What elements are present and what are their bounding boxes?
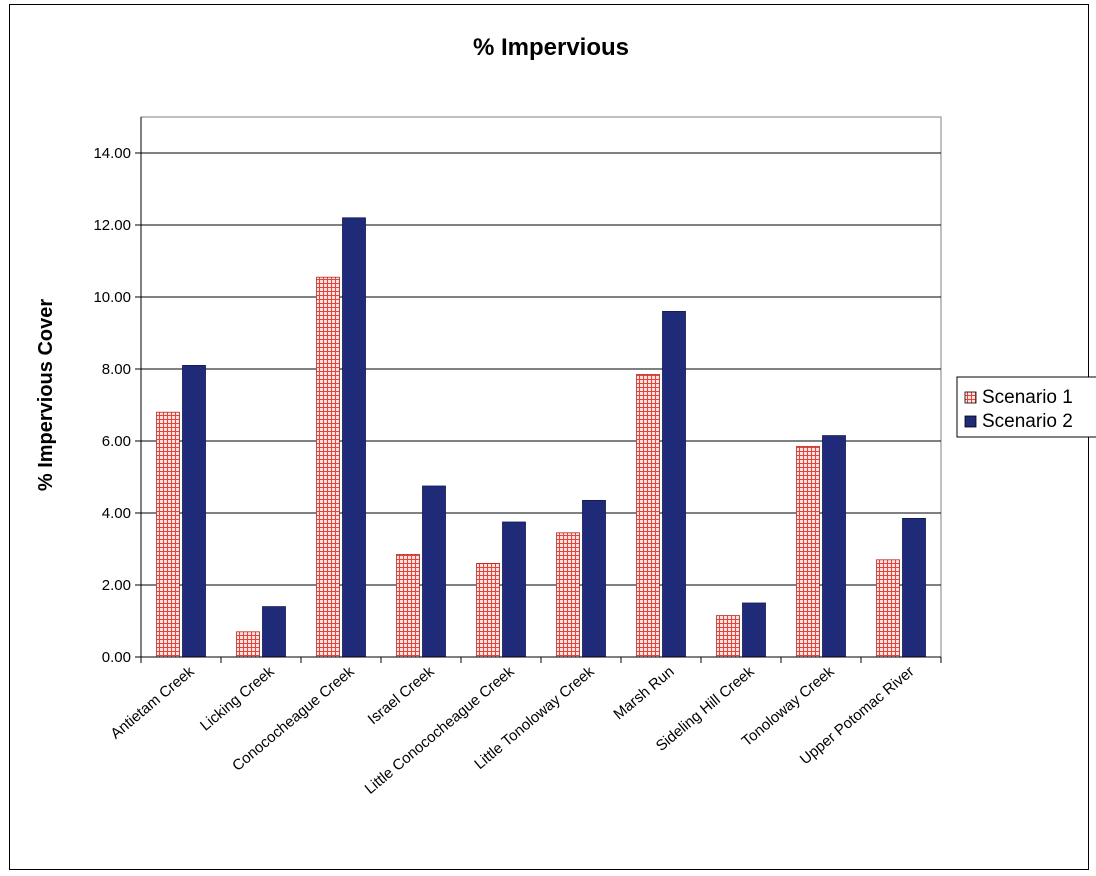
y-tick-label: 10.00 — [93, 289, 131, 306]
bar-scenario-1 — [156, 411, 180, 658]
bar-scenario-1 — [396, 554, 420, 658]
y-tick-label: 4.00 — [102, 505, 131, 522]
plot-area-border — [140, 116, 942, 658]
bar-scenario-2 — [182, 364, 206, 658]
chart-title: % Impervious — [473, 34, 629, 61]
bar-scenario-1 — [716, 615, 740, 658]
axes — [135, 117, 942, 663]
bar-scenario-2 — [822, 435, 846, 658]
y-tick-labels: 0.00 2.00 4.00 6.00 8.00 10.00 12.00 14.00 — [93, 145, 131, 666]
y-tick-label: 0.00 — [102, 649, 131, 666]
bar-scenario-2 — [422, 485, 446, 658]
bar-scenario-1 — [796, 445, 820, 658]
bar-scenario-2 — [902, 518, 926, 658]
x-tick-label: Marsh Run — [610, 663, 677, 723]
y-tick-label: 8.00 — [102, 361, 131, 378]
bar-scenario-2 — [262, 606, 286, 658]
bar-scenario-1 — [636, 373, 660, 658]
legend-label-scenario-2: Scenario 2 — [982, 411, 1073, 432]
bar-scenario-1 — [876, 559, 900, 658]
bar-scenario-1 — [476, 563, 500, 658]
x-tick-label: Antietam Creek — [107, 663, 197, 743]
legend-box — [956, 376, 1096, 438]
bar-scenario-2 — [582, 499, 606, 658]
gridlines — [140, 116, 942, 658]
bar-scenario-1 — [556, 532, 580, 658]
x-tick-labels: Antietam Creek Licking CreekConococheague… — [107, 663, 917, 798]
x-tick-label: Israel Creek — [365, 663, 438, 728]
legend: Scenario 1 Scenario 2 — [956, 376, 1096, 438]
bars — [156, 217, 926, 658]
bar-scenario-1 — [236, 631, 260, 658]
y-tick-label: 6.00 — [102, 433, 131, 450]
bar-scenario-2 — [342, 217, 366, 658]
bar-scenario-2 — [742, 602, 766, 658]
bar-scenario-1 — [316, 276, 340, 658]
x-tick-label: Little Conococheague Creek — [362, 663, 518, 798]
y-tick-label: 12.00 — [93, 217, 131, 234]
y-tick-label: 14.00 — [93, 145, 131, 162]
y-tick-label: 2.00 — [102, 577, 131, 594]
legend-swatch-scenario-1 — [964, 391, 977, 404]
legend-label-scenario-1: Scenario 1 — [982, 387, 1073, 408]
x-tick-label: Licking Creek — [197, 663, 278, 735]
legend-swatch-scenario-2 — [964, 415, 977, 428]
y-axis-label: % Impervious Cover — [35, 299, 57, 492]
bar-scenario-2 — [502, 521, 526, 658]
bar-scenario-2 — [662, 310, 686, 658]
